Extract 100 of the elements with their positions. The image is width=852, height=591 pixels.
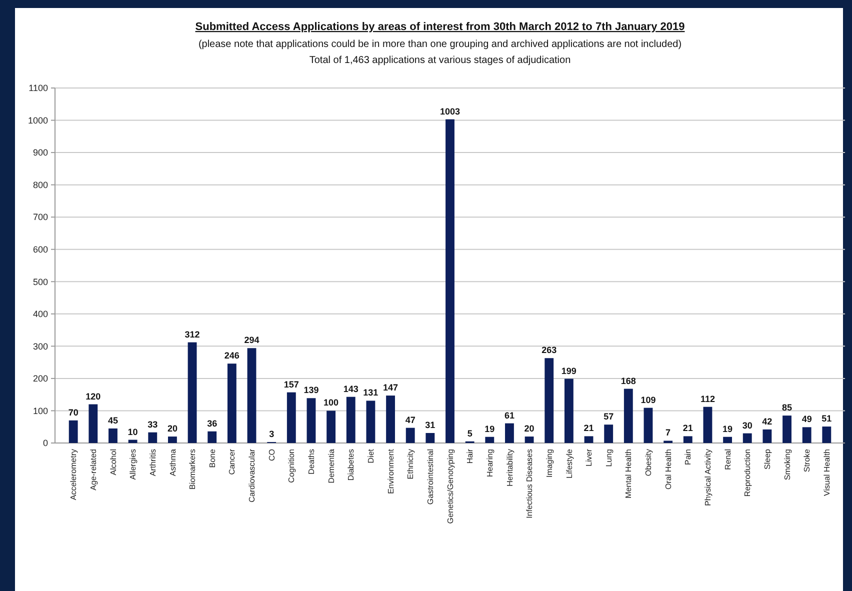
bar [346, 396, 356, 443]
bar [426, 432, 435, 443]
x-tick-label: Obesity [644, 449, 654, 476]
data-label: 47 [405, 414, 416, 425]
x-tick-label: Smoking [782, 449, 792, 480]
bar [366, 400, 376, 443]
x-tick-label: Hair [466, 448, 475, 464]
data-label: 19 [722, 424, 733, 434]
data-label: 33 [148, 419, 158, 430]
x-tick-label: Lifestyle [564, 448, 574, 478]
x-tick-label: Age-related [88, 449, 98, 490]
x-tick-label: Deaths [307, 449, 316, 474]
bar [208, 431, 217, 443]
bar [762, 429, 772, 443]
bar [604, 424, 614, 443]
x-tick-label: Arthritis [148, 449, 158, 476]
data-label: 21 [584, 423, 594, 434]
x-tick-label: CO [267, 449, 276, 461]
x-tick-label: Renal [723, 448, 732, 470]
data-label: 246 [224, 350, 240, 361]
data-label: 1003 [440, 106, 460, 116]
data-label: 70 [68, 407, 78, 418]
bar [306, 398, 316, 443]
x-tick-label: Mental Health [624, 449, 634, 498]
y-tick-label: 600 [32, 244, 48, 255]
x-tick-label: Sleep [762, 448, 772, 470]
data-label: 199 [561, 366, 576, 376]
y-tick-label: 300 [32, 341, 48, 352]
data-label: 51 [822, 414, 832, 424]
text: Total of 1,463 applications at various stages of adjudication [309, 55, 571, 66]
x-tick-label: Biomarkers [188, 449, 198, 490]
y-tick-label: 700 [32, 212, 48, 222]
data-label: 21 [682, 423, 693, 434]
x-tick-label: Cognition [287, 449, 296, 483]
bar [386, 396, 395, 443]
data-label: 3 [269, 429, 274, 440]
x-tick-label: Environment [386, 448, 396, 494]
data-label: 49 [802, 414, 812, 424]
x-tick-label: Bone [208, 448, 217, 468]
data-label: 19 [484, 424, 495, 434]
data-label: 139 [304, 385, 319, 396]
x-tick-label: Asthma [168, 448, 178, 476]
y-tick-label: 500 [32, 276, 48, 287]
y-tick-label: 400 [32, 309, 48, 320]
bar [148, 432, 158, 443]
bar [782, 416, 792, 443]
data-label: 157 [284, 379, 299, 390]
x-tick-label: Accelerometry [69, 449, 78, 500]
data-label: 143 [343, 384, 358, 394]
bar [326, 410, 336, 443]
bar [227, 364, 236, 443]
x-tick-label: Liver [584, 448, 594, 466]
data-label: 36 [207, 418, 218, 428]
bar [446, 119, 454, 443]
data-label: 168 [620, 376, 636, 386]
bar [703, 406, 712, 443]
bar [88, 404, 98, 443]
x-tick-label: Stroke [802, 448, 812, 472]
data-label: 120 [86, 391, 101, 402]
data-label: 31 [425, 420, 436, 430]
x-tick-label: Lung [604, 449, 614, 467]
x-tick-label: Genetics/Genotyping [446, 449, 455, 524]
x-tick-label: Visual Health [822, 449, 832, 496]
y-tick-label: 800 [32, 180, 48, 190]
data-label: 42 [762, 416, 772, 426]
data-label: 45 [108, 415, 118, 426]
x-tick-label: Heritability [505, 449, 514, 486]
data-label: 20 [524, 424, 534, 434]
bar [524, 436, 534, 443]
bar [485, 436, 494, 443]
bar [128, 440, 138, 443]
data-label: 263 [542, 345, 557, 356]
x-tick-label: Ethnicity [406, 449, 416, 480]
data-label: 100 [324, 398, 339, 408]
data-label: 112 [700, 394, 715, 404]
data-label: 10 [128, 426, 138, 437]
x-tick-label: Dementia [326, 448, 336, 484]
bar [802, 427, 812, 443]
x-tick-label: Reproduction [743, 449, 752, 497]
x-tick-label: Pain [684, 449, 693, 466]
x-tick-label: Hearing [485, 449, 494, 478]
data-label: 131 [363, 388, 378, 398]
x-tick-label: Cardiovascular [248, 448, 257, 502]
bar [406, 428, 415, 443]
bar [247, 348, 256, 443]
data-label: 30 [742, 420, 752, 430]
bar [68, 420, 78, 443]
x-tick-label: Diet [366, 448, 376, 464]
x-tick-label: Diabetes [346, 449, 356, 481]
data-label: 85 [782, 402, 792, 413]
bar [624, 388, 633, 443]
data-label: 7 [666, 428, 671, 438]
bar [683, 436, 692, 443]
x-tick-label: Cancer [228, 448, 237, 475]
bar [505, 423, 514, 443]
data-label: 294 [244, 335, 260, 346]
x-tick-label: Infectious Diseases [525, 449, 534, 518]
data-label: 61 [504, 410, 514, 420]
y-tick-label: 200 [32, 374, 48, 384]
x-tick-label: Allergies [128, 449, 138, 480]
